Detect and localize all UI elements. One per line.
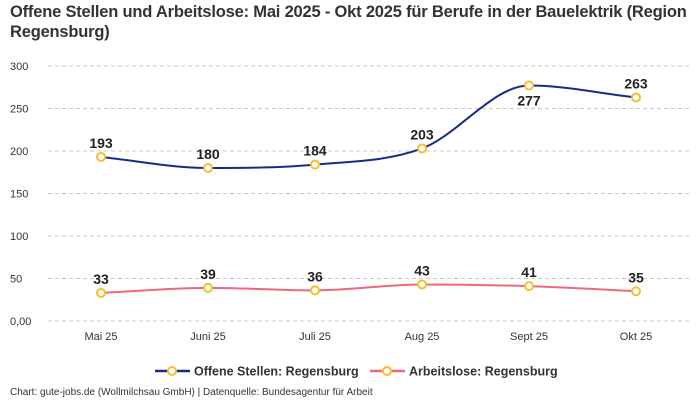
- data-label: 184: [303, 143, 327, 159]
- data-label: 35: [628, 269, 644, 285]
- y-tick-label: 50: [10, 274, 22, 286]
- data-point: [524, 281, 534, 292]
- x-tick-label: Okt 25: [620, 331, 652, 343]
- x-tick-label: Mai 25: [84, 331, 117, 343]
- y-tick-label: 0,00: [10, 316, 31, 328]
- data-label: 180: [196, 146, 220, 162]
- chart-title: Offene Stellen und Arbeitslose: Mai 2025…: [10, 3, 687, 41]
- data-point: [631, 92, 641, 103]
- legend-label: Arbeitslose: Regensburg: [409, 365, 558, 379]
- y-tick-label: 100: [10, 231, 28, 243]
- legend-marker: [382, 366, 392, 376]
- y-tick-label: 200: [10, 146, 28, 158]
- data-point: [310, 159, 320, 170]
- data-point: [96, 151, 106, 162]
- data-point: [524, 80, 534, 91]
- x-tick-label: Juli 25: [299, 331, 331, 343]
- data-label: 277: [517, 93, 541, 109]
- x-tick-label: Aug 25: [405, 331, 440, 343]
- data-point: [310, 285, 320, 296]
- chart-footer: Chart: gute-jobs.de (Wollmilchsau GmbH) …: [10, 387, 373, 398]
- data-label: 263: [624, 75, 648, 91]
- data-point: [631, 286, 641, 297]
- data-point: [417, 143, 427, 154]
- y-tick-label: 300: [10, 61, 28, 73]
- data-label: 36: [307, 268, 323, 284]
- series-line: [100, 84, 637, 170]
- data-point: [96, 287, 106, 298]
- data-point: [203, 163, 213, 173]
- data-point: [417, 279, 427, 290]
- data-point: [203, 282, 213, 293]
- data-label: 41: [521, 264, 537, 280]
- data-label: 203: [410, 126, 434, 142]
- y-tick-label: 250: [10, 104, 28, 116]
- x-tick-label: Sept 25: [510, 331, 548, 343]
- legend-label: Offene Stellen: Regensburg: [194, 365, 359, 379]
- y-tick-label: 150: [10, 189, 28, 201]
- data-label: 39: [200, 266, 216, 282]
- series-line: [100, 283, 637, 294]
- data-label: 193: [89, 135, 113, 151]
- data-label: 43: [414, 262, 430, 278]
- legend-marker: [167, 366, 177, 376]
- data-label: 33: [93, 271, 109, 287]
- x-tick-label: Juni 25: [190, 331, 225, 343]
